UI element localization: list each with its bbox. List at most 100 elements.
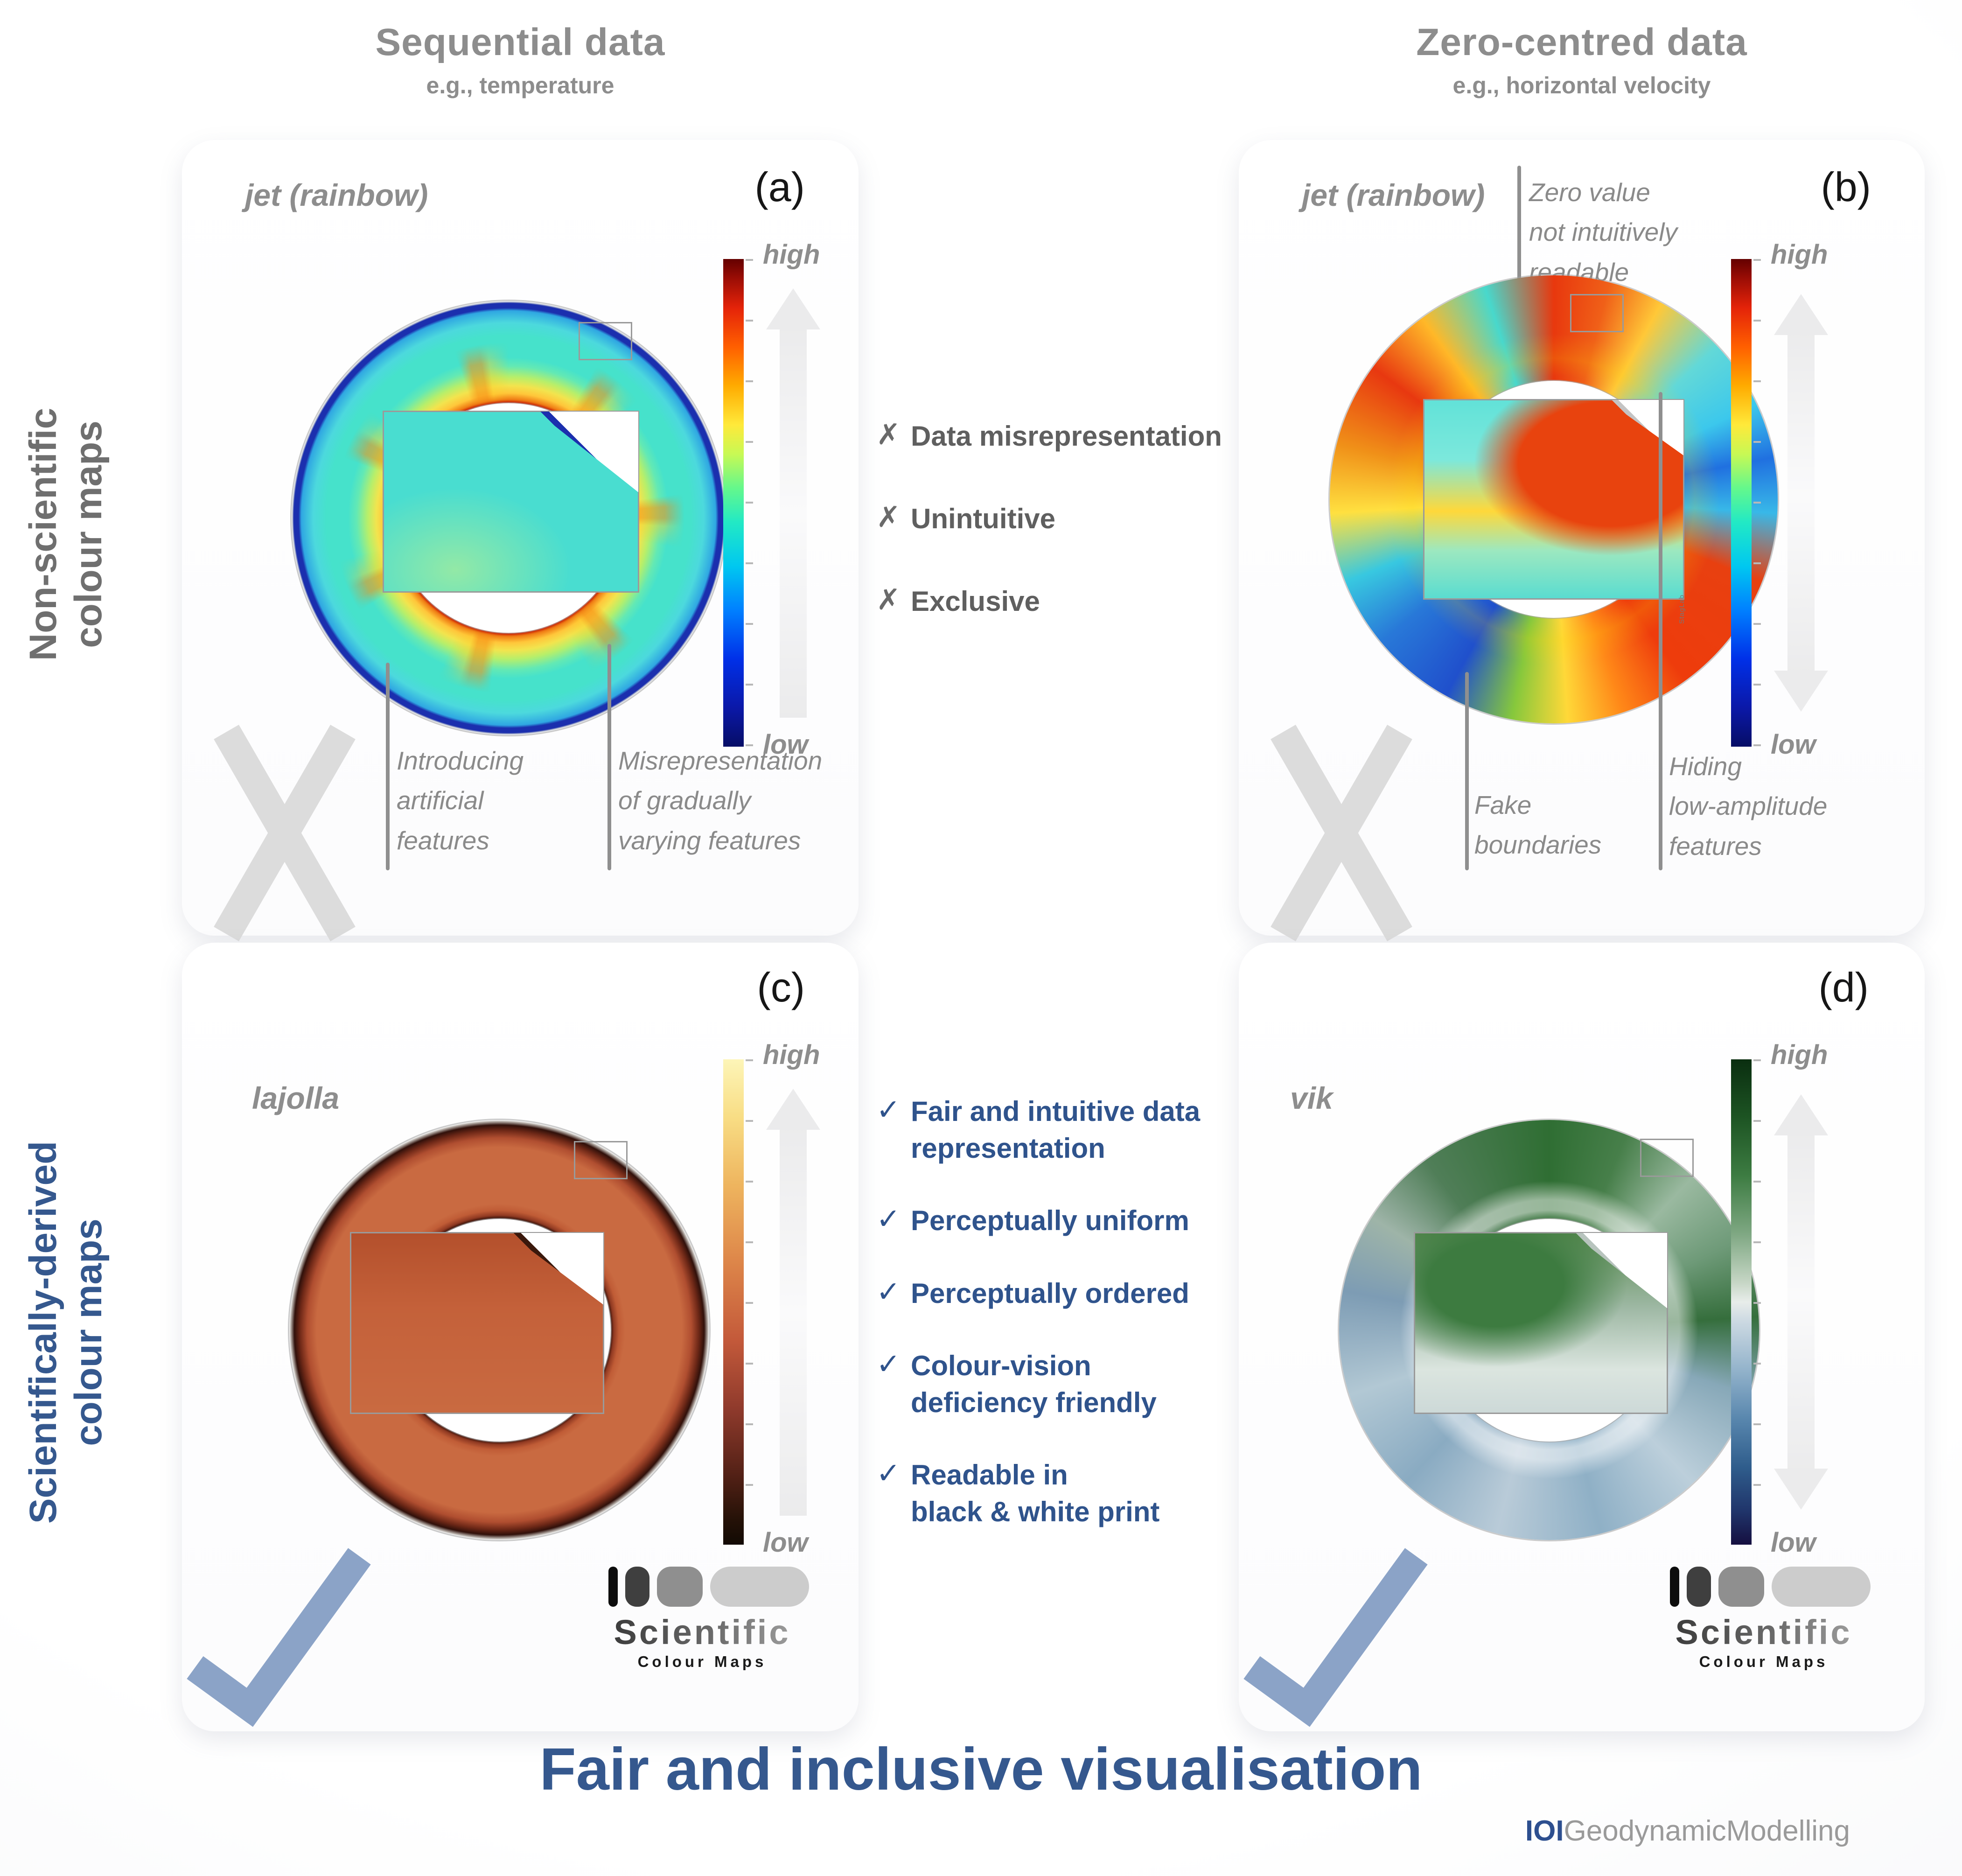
colormap-label-vik: vik — [1290, 1081, 1333, 1115]
staglab-watermark: StagLab — [1678, 595, 1686, 624]
logo-pill-icon — [1718, 1567, 1764, 1607]
cross-glyph-icon: ✗ — [876, 501, 901, 534]
pro-text: Colour-vision deficiency friendly — [911, 1350, 1157, 1418]
colorbar-low-label: low — [1771, 1527, 1816, 1558]
logo-pill-icon — [710, 1567, 809, 1607]
brand-logo: IOIGeodynamicModelling — [1525, 1814, 1850, 1848]
logo-subtitle: Colour Maps — [1699, 1653, 1829, 1670]
arrow-shaft — [1787, 1132, 1815, 1472]
logo-pills — [608, 1566, 812, 1608]
check-glyph-icon: ✓ — [876, 1203, 901, 1236]
pro-text: Fair and intuitive data representation — [911, 1096, 1201, 1164]
colorbar-ticks — [1753, 1059, 1761, 1545]
note-fake-boundaries: Fake boundaries — [1474, 791, 1602, 860]
arrow-shaft — [780, 1126, 807, 1516]
row-label-non-scientific: Non-scientific colour maps — [22, 407, 110, 661]
cross-mark-icon — [224, 730, 345, 936]
check-glyph-icon: ✓ — [876, 1275, 901, 1308]
colormap-label-lajolla: lajolla — [252, 1081, 340, 1115]
pro-text: Perceptually ordered — [911, 1277, 1189, 1309]
scientific-colour-maps-logo: Scientific Colour Maps — [593, 1566, 812, 1671]
cons-list: ✗ Data misrepresentation ✗ Unintuitive ✗… — [876, 418, 1232, 620]
panel-tag-a: (a) — [754, 164, 805, 210]
panel-b-card: jet (rainbow) (b) Zero value not intuiti… — [1239, 140, 1925, 936]
colormap-label-jet-a: jet (rainbow) — [245, 178, 428, 212]
logo-pill-icon — [1772, 1567, 1871, 1607]
zoom-source-box — [1640, 1139, 1694, 1177]
annotation-line — [607, 644, 611, 870]
column-subtitle: e.g., temperature — [426, 72, 614, 98]
zoom-source-box — [579, 322, 632, 360]
inset-boundary — [1571, 1233, 1667, 1309]
zoom-source-box — [574, 1141, 628, 1179]
logo-pill-icon — [1687, 1567, 1711, 1607]
logo-title: Scientific — [1654, 1612, 1873, 1652]
logo-pill-icon — [657, 1567, 703, 1607]
inset-artificial-boundary — [1606, 400, 1683, 455]
panel-tag-b: (b) — [1821, 164, 1871, 210]
colorbar-ticks — [1753, 259, 1761, 747]
check-glyph-icon: ✓ — [876, 1348, 901, 1380]
check-mark-icon — [1243, 1516, 1428, 1727]
con-text: Data misrepresentation — [911, 420, 1222, 452]
arrow-head-up — [1774, 294, 1828, 335]
pros-list: ✓ Fair and intuitive data representation… — [876, 1093, 1232, 1531]
panel-c-card: lajolla (c) high low Scientific Colour — [182, 943, 859, 1731]
colorbar-jet-a — [723, 259, 744, 747]
zoom-source-box — [1570, 294, 1624, 332]
annotation-line — [1465, 672, 1469, 870]
column-title: Sequential data — [375, 21, 665, 63]
colorbar-high-label: high — [763, 1040, 820, 1070]
colormap-label-jet-b: jet (rainbow) — [1302, 178, 1485, 212]
colorbar-low-label: low — [763, 729, 808, 760]
arrow-head-down — [1774, 1469, 1828, 1510]
annotation-line — [386, 663, 390, 870]
check-glyph-icon: ✓ — [876, 1094, 901, 1126]
column-title: Zero-centred data — [1416, 21, 1747, 63]
list-item: ✓ Readable in black & white print — [876, 1456, 1232, 1530]
annotation-line — [1659, 392, 1662, 870]
colorbar-vik — [1731, 1059, 1752, 1545]
list-item: ✓ Fair and intuitive data representation — [876, 1093, 1232, 1167]
colorbar-high-label: high — [1771, 239, 1828, 270]
colorbar-lajolla — [723, 1059, 744, 1545]
panel-a-card: jet (rainbow) (a) high low Introducing a… — [182, 140, 859, 936]
zoom-inset-jet-zero-centred: StagLab — [1423, 399, 1686, 624]
cross-mark-icon — [1281, 730, 1402, 936]
colorbar-ticks — [746, 259, 753, 747]
list-item: ✓ Colour-vision deficiency friendly — [876, 1347, 1232, 1421]
logo-pill-icon — [625, 1567, 649, 1607]
cross-glyph-icon: ✗ — [876, 584, 901, 616]
colorbar-up-arrow — [766, 288, 820, 718]
colorbar-ticks — [746, 1059, 753, 1545]
logo-subtitle: Colour Maps — [637, 1653, 767, 1670]
note-hiding-low-amplitude: Hiding low-amplitude features — [1669, 752, 1828, 861]
list-item: ✓ Perceptually uniform — [876, 1202, 1232, 1239]
colorbar-high-label: high — [1771, 1040, 1828, 1070]
zoom-inset-vik — [1414, 1232, 1668, 1414]
arrow-head-up — [1774, 1094, 1828, 1135]
pro-text: Readable in black & white print — [911, 1459, 1160, 1528]
colorbar-low-label: low — [1771, 729, 1816, 760]
check-glyph-icon: ✓ — [876, 1457, 901, 1490]
colorbar-up-arrow — [766, 1089, 820, 1516]
pro-text: Perceptually uniform — [911, 1205, 1189, 1237]
logo-pills — [1670, 1566, 1873, 1608]
column-subtitle: e.g., horizontal velocity — [1452, 72, 1711, 98]
brand-prefix: IOI — [1525, 1815, 1564, 1847]
panel-tag-c: (c) — [757, 964, 805, 1010]
panel-d-card: vik (d) high 0 low Scientific — [1239, 943, 1925, 1731]
inset-boundary — [508, 1233, 603, 1305]
brand-name: GeodynamicModelling — [1564, 1815, 1850, 1847]
zoom-inset-jet-sequential — [383, 411, 639, 593]
list-item: ✗ Exclusive — [876, 583, 1232, 620]
row-label-scientifically-derived: Scientifically-derived colour maps — [22, 1141, 110, 1524]
inset-artificial-boundary — [537, 412, 638, 492]
list-item: ✗ Unintuitive — [876, 500, 1232, 537]
arrow-head-up — [766, 288, 820, 329]
arrow-head-up — [766, 1089, 820, 1130]
colorbar-double-arrow — [1774, 294, 1828, 712]
con-text: Exclusive — [911, 586, 1040, 617]
note-zero-value: Zero value not intuitively readable — [1529, 178, 1677, 287]
